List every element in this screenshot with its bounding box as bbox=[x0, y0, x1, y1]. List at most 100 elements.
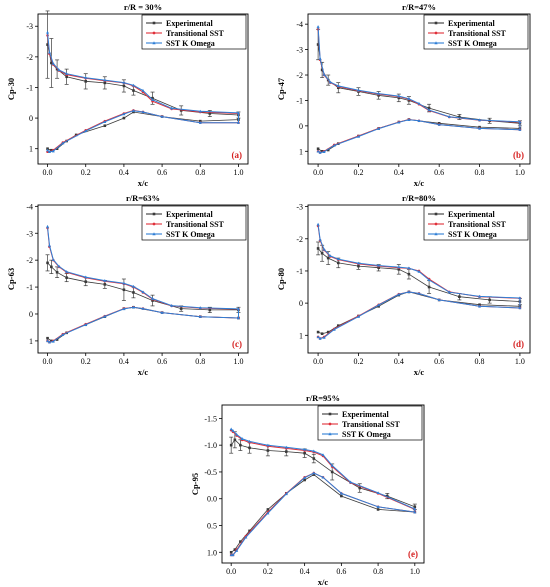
sst-k-omega-point bbox=[312, 449, 316, 453]
x-tick-label: 0.4 bbox=[119, 357, 129, 366]
sst-k-omega-point bbox=[336, 84, 340, 88]
sst-k-omega-point bbox=[322, 150, 326, 153]
sst-k-omega-point bbox=[321, 475, 325, 479]
sst-k-omega-point bbox=[170, 106, 174, 110]
legend-label: SST K Omega bbox=[166, 230, 215, 239]
legend-marker bbox=[328, 412, 332, 416]
legend-marker bbox=[152, 222, 156, 226]
sst-k-omega-point bbox=[336, 257, 340, 261]
legend-label: Experimental bbox=[166, 210, 213, 219]
experimental-point bbox=[478, 303, 481, 307]
sst-k-omega-point bbox=[339, 491, 343, 495]
y-tick-label: -2 bbox=[296, 235, 303, 244]
experimental-point bbox=[55, 338, 59, 341]
sst-k-omega-point bbox=[131, 284, 135, 288]
sst-k-omega-point bbox=[318, 56, 322, 60]
experimental-point bbox=[229, 550, 233, 554]
y-tick-label: 1 bbox=[299, 331, 303, 340]
sst-k-omega-point bbox=[84, 275, 88, 279]
legend-label: SST K Omega bbox=[448, 230, 497, 239]
sst-k-omega-point bbox=[437, 298, 441, 302]
experimental-point bbox=[336, 324, 340, 327]
sst-k-omega-point bbox=[284, 492, 288, 496]
sst-k-omega-point bbox=[57, 68, 61, 72]
x-axis-label: x/c bbox=[138, 178, 149, 188]
sst-k-omega-point bbox=[356, 134, 360, 138]
x-tick-label: 0.8 bbox=[195, 357, 205, 366]
sst-k-omega-point bbox=[303, 447, 307, 451]
sst-k-omega-point bbox=[51, 258, 55, 261]
series-line-transitional-sst bbox=[47, 227, 239, 343]
sst-k-omega-point bbox=[397, 120, 401, 124]
sst-k-omega-point bbox=[437, 122, 441, 126]
sst-k-omega-point bbox=[328, 80, 332, 84]
sst-k-omega-point bbox=[235, 549, 239, 552]
experimental-point bbox=[320, 149, 324, 153]
x-tick-label: 0.8 bbox=[373, 567, 383, 576]
x-axis-label: x/c bbox=[138, 367, 149, 377]
sst-k-omega-point bbox=[518, 296, 522, 300]
y-tick-label: -2 bbox=[26, 256, 33, 265]
panel-tag: (a) bbox=[232, 150, 243, 160]
sst-k-omega-point bbox=[356, 88, 360, 92]
x-tick-label: 0.2 bbox=[263, 567, 273, 576]
series-line-sst-k-omega bbox=[230, 428, 416, 556]
sst-k-omega-point bbox=[198, 121, 202, 124]
x-axis-label: x/c bbox=[318, 577, 329, 587]
series-line-sst-k-omega bbox=[47, 32, 239, 153]
plot-frame bbox=[221, 404, 425, 564]
y-tick-label: -1.0 bbox=[204, 441, 217, 450]
sst-k-omega-point bbox=[284, 445, 288, 449]
sst-k-omega-point bbox=[51, 149, 55, 153]
sst-k-omega-point bbox=[318, 336, 322, 340]
sst-k-omega-point bbox=[47, 243, 51, 247]
experimental-point bbox=[266, 508, 270, 511]
sst-k-omega-point bbox=[316, 222, 320, 226]
sst-k-omega-point bbox=[103, 314, 107, 318]
series-line-transitional-sst bbox=[47, 35, 239, 153]
panel-tag: (e) bbox=[408, 549, 418, 559]
sst-k-omega-point bbox=[103, 120, 107, 123]
legend-label: Transitional SST bbox=[448, 220, 507, 229]
y-axis-label: Cp-47 bbox=[276, 77, 286, 100]
sst-k-omega-point bbox=[51, 61, 55, 65]
x-tick-label: 0.6 bbox=[157, 357, 167, 366]
x-axis-label: x/c bbox=[414, 178, 425, 188]
x-tick-label: 0.0 bbox=[43, 357, 53, 366]
experimental-point bbox=[50, 148, 53, 152]
sst-k-omega-point bbox=[266, 511, 270, 515]
sst-k-omega-point bbox=[160, 114, 164, 118]
sst-k-omega-point bbox=[141, 307, 145, 310]
legend-label: SST K Omega bbox=[448, 39, 497, 48]
experimental-point bbox=[326, 330, 330, 334]
sst-k-omega-point bbox=[349, 480, 353, 484]
y-axis-label: Cp-80 bbox=[276, 268, 286, 290]
legend-label: SST K Omega bbox=[166, 39, 215, 48]
y-tick-label: -3 bbox=[296, 46, 303, 55]
y-tick-label: -2 bbox=[26, 53, 33, 62]
chart-panel-1: r/R = 30% 0.0 0.2 0.4 0.6 0.8 1.0 -3 -2 -1 0 1 x/c Cp… bbox=[6, 2, 249, 188]
sst-k-omega-point bbox=[46, 224, 50, 228]
sst-k-omega-point bbox=[229, 427, 233, 431]
legend-marker bbox=[152, 31, 156, 35]
sst-k-omega-point bbox=[417, 119, 421, 122]
sst-k-omega-point bbox=[407, 118, 411, 121]
experimental-point bbox=[316, 147, 320, 151]
sst-k-omega-point bbox=[141, 290, 145, 294]
y-tick-label: -2 bbox=[296, 71, 303, 80]
legend-marker bbox=[328, 422, 332, 426]
sst-k-omega-point bbox=[236, 121, 240, 124]
sst-k-omega-point bbox=[397, 292, 401, 296]
plot-frame bbox=[307, 204, 531, 354]
sst-k-omega-point bbox=[427, 278, 431, 282]
sst-k-omega-point bbox=[322, 72, 326, 76]
sst-k-omega-point bbox=[518, 128, 522, 131]
x-axis-label: x/c bbox=[414, 367, 425, 377]
sst-k-omega-point bbox=[377, 263, 381, 267]
sst-k-omega-point bbox=[316, 149, 320, 153]
sst-k-omega-point bbox=[244, 535, 248, 539]
sst-k-omega-point bbox=[57, 264, 61, 268]
x-tick-label: 0.6 bbox=[434, 168, 444, 177]
sst-k-omega-point bbox=[330, 463, 334, 467]
sst-k-omega-point bbox=[141, 88, 145, 92]
